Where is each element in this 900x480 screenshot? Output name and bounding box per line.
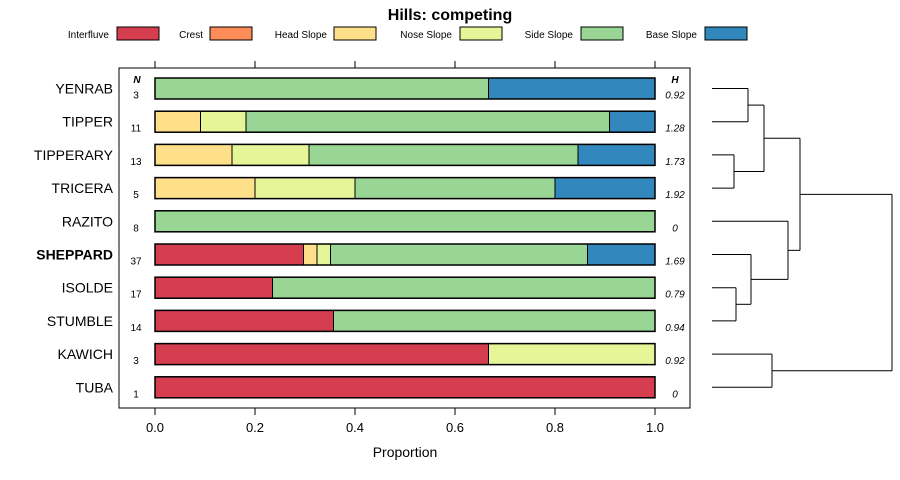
bar-segment-sheppard-nose-slope bbox=[316, 243, 331, 266]
n-value-yenrab: 3 bbox=[133, 91, 139, 102]
bar-segment-tipper-base-slope bbox=[609, 110, 656, 133]
n-value-tricera: 5 bbox=[133, 190, 139, 201]
x-tick-label-2: 0.4 bbox=[346, 420, 364, 435]
bar-segment-sheppard-base-slope bbox=[587, 243, 656, 266]
row-label-tipperary: TIPPERARY bbox=[34, 147, 114, 163]
x-tick-label-3: 0.6 bbox=[446, 420, 464, 435]
dendrogram bbox=[712, 88, 893, 388]
legend-swatch-base-slope bbox=[704, 26, 748, 41]
n-value-tipper: 11 bbox=[131, 124, 142, 135]
row-label-sheppard: SHEPPARD bbox=[36, 247, 113, 263]
bar-outline-tuba bbox=[154, 376, 656, 399]
chart-title: Hills: competing bbox=[388, 7, 512, 24]
bar-segment-tricera-nose-slope bbox=[254, 177, 356, 200]
h-value-tricera: 1.92 bbox=[665, 190, 685, 201]
legend-swatch-interfluve bbox=[116, 26, 160, 41]
bar-segment-sheppard-interfluve bbox=[154, 243, 304, 266]
bar-outline-tipper bbox=[154, 110, 656, 133]
bar-segment-stumble-side-slope bbox=[333, 309, 656, 332]
bar-outline-tricera bbox=[154, 176, 656, 200]
bar-segment-tricera-base-slope bbox=[554, 177, 656, 200]
row-label-tricera: TRICERA bbox=[52, 180, 114, 196]
x-axis: 0.0 0.2 0.4 0.6 0.8 1.0 bbox=[146, 408, 664, 435]
legend-label-nose-slope: Nose Slope bbox=[400, 30, 452, 41]
n-value-tipperary: 13 bbox=[130, 157, 142, 168]
x-axis-title: Proportion bbox=[373, 444, 438, 460]
top-axis-ticks bbox=[154, 61, 656, 68]
bar-segment-tipperary-nose-slope bbox=[231, 143, 310, 166]
row-label-razito: RAZITO bbox=[62, 213, 113, 229]
bar-segment-isolde-side-slope bbox=[272, 276, 656, 299]
x-tick-label-5: 1.0 bbox=[646, 420, 664, 435]
legend-swatch-crest bbox=[209, 26, 253, 41]
h-value-tuba: 0 bbox=[672, 389, 678, 400]
n-value-sheppard: 37 bbox=[130, 257, 142, 268]
bar-outline-yenrab bbox=[154, 77, 656, 100]
bar-outline-kawich bbox=[154, 342, 656, 366]
h-column-header: H bbox=[671, 75, 679, 86]
legend-label-interfluve: Interfluve bbox=[68, 30, 110, 41]
n-value-tuba: 1 bbox=[133, 389, 139, 400]
row-label-yenrab: YENRAB bbox=[55, 81, 113, 97]
bar-segment-sheppard-head-slope bbox=[303, 243, 318, 266]
bar-segment-kawich-nose-slope bbox=[488, 343, 656, 366]
h-value-sheppard: 1.69 bbox=[665, 257, 685, 268]
h-value-isolde: 0.79 bbox=[665, 290, 685, 301]
legend-swatch-side-slope bbox=[580, 26, 624, 41]
bar-segment-tipper-head-slope bbox=[154, 110, 201, 133]
x-tick-label-0: 0.0 bbox=[146, 420, 164, 435]
bar-outline-razito bbox=[154, 210, 656, 233]
h-value-tipper: 1.28 bbox=[665, 124, 685, 135]
bar-segment-tuba-interfluve bbox=[154, 376, 656, 399]
legend: Interfluve Crest Head Slope Nose Slope Side … bbox=[68, 26, 748, 41]
plot-frame bbox=[118, 67, 691, 409]
row-label-tuba: TUBA bbox=[76, 379, 114, 395]
legend-label-head-slope: Head Slope bbox=[275, 30, 328, 41]
bar-outline-sheppard bbox=[154, 243, 656, 266]
bar-segment-tipperary-base-slope bbox=[577, 143, 656, 166]
h-value-yenrab: 0.92 bbox=[665, 91, 685, 102]
bar-segment-tipper-nose-slope bbox=[200, 110, 247, 133]
row-label-kawich: KAWICH bbox=[58, 346, 113, 362]
h-value-stumble: 0.94 bbox=[665, 323, 685, 334]
bar-segment-yenrab-side-slope bbox=[154, 77, 489, 100]
legend-swatch-head-slope bbox=[333, 26, 377, 41]
legend-label-crest: Crest bbox=[179, 30, 203, 41]
bar-segment-tipper-side-slope bbox=[245, 110, 610, 133]
bar-segment-tipperary-side-slope bbox=[308, 143, 579, 166]
row-label-stumble: STUMBLE bbox=[47, 313, 113, 329]
h-value-razito: 0 bbox=[672, 223, 678, 234]
h-value-kawich: 0.92 bbox=[665, 356, 685, 367]
legend-label-base-slope: Base Slope bbox=[646, 30, 698, 41]
bar-segment-tipperary-head-slope bbox=[154, 143, 233, 166]
bar-segment-yenrab-base-slope bbox=[488, 77, 656, 100]
h-value-tipperary: 1.73 bbox=[665, 157, 685, 168]
n-value-razito: 8 bbox=[133, 223, 139, 234]
legend-swatch-nose-slope bbox=[459, 26, 503, 41]
x-tick-label-1: 0.2 bbox=[246, 420, 264, 435]
n-value-kawich: 3 bbox=[133, 356, 139, 367]
x-tick-label-4: 0.8 bbox=[546, 420, 564, 435]
bar-outline-isolde bbox=[154, 276, 656, 299]
bar-segment-sheppard-side-slope bbox=[330, 243, 588, 266]
legend-label-side-slope: Side Slope bbox=[525, 30, 574, 41]
n-value-stumble: 14 bbox=[130, 323, 142, 334]
bar-segment-kawich-interfluve bbox=[154, 343, 489, 366]
row-label-tipper: TIPPER bbox=[62, 114, 113, 130]
bar-segment-tricera-side-slope bbox=[354, 177, 556, 200]
bar-outline-stumble bbox=[154, 309, 656, 333]
row-label-isolde: ISOLDE bbox=[62, 280, 113, 296]
bar-segment-razito-side-slope bbox=[154, 210, 656, 233]
bar-outline-tipperary bbox=[154, 143, 656, 167]
bar-segment-stumble-interfluve bbox=[154, 309, 334, 332]
n-value-isolde: 17 bbox=[130, 290, 142, 301]
bar-segment-tricera-head-slope bbox=[154, 177, 256, 200]
n-column-header: N bbox=[133, 75, 141, 86]
bar-segment-isolde-interfluve bbox=[154, 276, 273, 299]
